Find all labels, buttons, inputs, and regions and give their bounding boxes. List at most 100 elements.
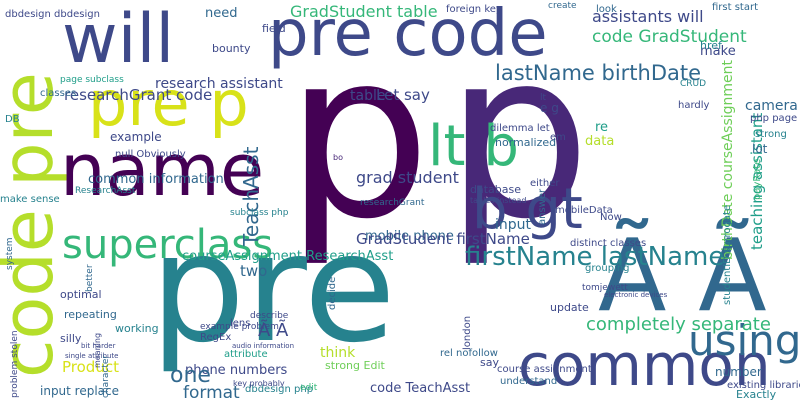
- word: code pre: [0, 72, 69, 378]
- word: bounty: [212, 42, 251, 55]
- word: key probably: [233, 379, 285, 388]
- word: common information: [88, 172, 224, 187]
- word: describe: [250, 311, 289, 321]
- word: will: [62, 0, 174, 79]
- word: strong: [755, 129, 787, 140]
- word: birthDate courseAssignment: [720, 59, 736, 260]
- word: london: [462, 316, 473, 350]
- word: lens: [230, 318, 250, 329]
- word: example problem: [200, 322, 279, 332]
- word: GradStudent table: [290, 2, 438, 21]
- word: Now: [600, 212, 622, 223]
- word: answer: [537, 188, 548, 225]
- word: character: [101, 355, 111, 398]
- word: data: [585, 134, 614, 149]
- word: one: [170, 363, 211, 388]
- word: code GradStudent: [592, 27, 747, 47]
- word: pre code: [268, 0, 548, 71]
- word: grouping: [585, 263, 630, 274]
- word: mobile phone: [365, 229, 454, 244]
- word: tomjewett: [582, 283, 628, 293]
- word: two: [240, 262, 267, 280]
- word: RegEx: [200, 332, 231, 343]
- word: audio information: [232, 342, 294, 350]
- word: Ã Ã: [598, 217, 767, 334]
- word: bo: [333, 153, 343, 162]
- word: lt: [540, 93, 547, 103]
- word: TeachAsst: [239, 146, 263, 247]
- word: teaching assistant: [748, 113, 766, 250]
- word: name: [60, 128, 264, 212]
- word: understand: [500, 376, 557, 387]
- word: make sense: [0, 194, 60, 205]
- word: courseAssignment ResearchAsst: [182, 249, 393, 264]
- word: Product: [62, 358, 119, 376]
- word: example: [110, 130, 162, 144]
- word: pre p: [88, 67, 249, 140]
- word: normalized: [495, 136, 556, 149]
- word: foreign key: [446, 4, 502, 15]
- word: course assignment: [497, 364, 592, 375]
- word: system: [5, 237, 15, 270]
- word: say: [480, 356, 499, 369]
- word: dbdesign php: [245, 384, 313, 395]
- word: GradStudent firstName: [356, 230, 530, 248]
- word: completely separate: [586, 314, 771, 335]
- word: rel nofollow: [440, 348, 498, 359]
- word: input: [495, 217, 532, 233]
- word: mobileData: [555, 205, 613, 216]
- word: hardly: [678, 100, 710, 111]
- word: null Obviously: [115, 149, 186, 160]
- word: think: [320, 345, 356, 361]
- word: classes: [40, 88, 76, 99]
- word: lastName birthDate: [495, 61, 701, 85]
- word: format: [183, 383, 240, 400]
- word: using: [688, 316, 800, 365]
- word: page subclass: [60, 75, 124, 85]
- word: pre: [150, 202, 396, 376]
- word: superclass: [62, 222, 273, 268]
- word: repeating: [64, 308, 117, 321]
- word: studentID surrogate: [722, 205, 733, 305]
- word: researchGrant code: [64, 86, 212, 104]
- word: strong Edit: [325, 359, 385, 372]
- word: Ã Ã: [258, 319, 289, 341]
- word: assistants will: [592, 7, 704, 26]
- word: attribute: [224, 349, 268, 360]
- word: make: [700, 44, 736, 59]
- word: re: [595, 120, 608, 135]
- word: database: [470, 183, 521, 196]
- word: e g: [540, 101, 559, 115]
- word: either: [530, 178, 560, 189]
- word: payRate: [752, 159, 763, 200]
- word: code TeachAsst: [370, 381, 470, 396]
- word: b gt: [472, 177, 583, 242]
- word: lot: [752, 142, 768, 156]
- word: look: [596, 4, 617, 15]
- word: distinct classes: [570, 238, 646, 249]
- word: electronic devices: [604, 291, 668, 299]
- word: decide: [327, 277, 338, 310]
- word: silly: [60, 332, 82, 345]
- word: dilemma let: [490, 123, 550, 134]
- word: lt b: [428, 114, 519, 179]
- word: bit harder: [81, 342, 116, 350]
- word: DB: [5, 114, 20, 125]
- word: working: [115, 322, 159, 335]
- word: firstName lastName: [465, 242, 724, 272]
- word: Exactly: [736, 388, 777, 400]
- word: field: [262, 22, 286, 35]
- word: p: [285, 3, 431, 270]
- word: input replace: [40, 384, 119, 398]
- word: create: [548, 1, 577, 11]
- word: researchGrant: [360, 198, 425, 208]
- word: Let say: [376, 86, 430, 104]
- word: href: [700, 39, 723, 52]
- word: meaning: [93, 333, 102, 368]
- word: grad student: [356, 168, 459, 187]
- word: number: [715, 365, 762, 379]
- word: research assistant: [155, 76, 283, 92]
